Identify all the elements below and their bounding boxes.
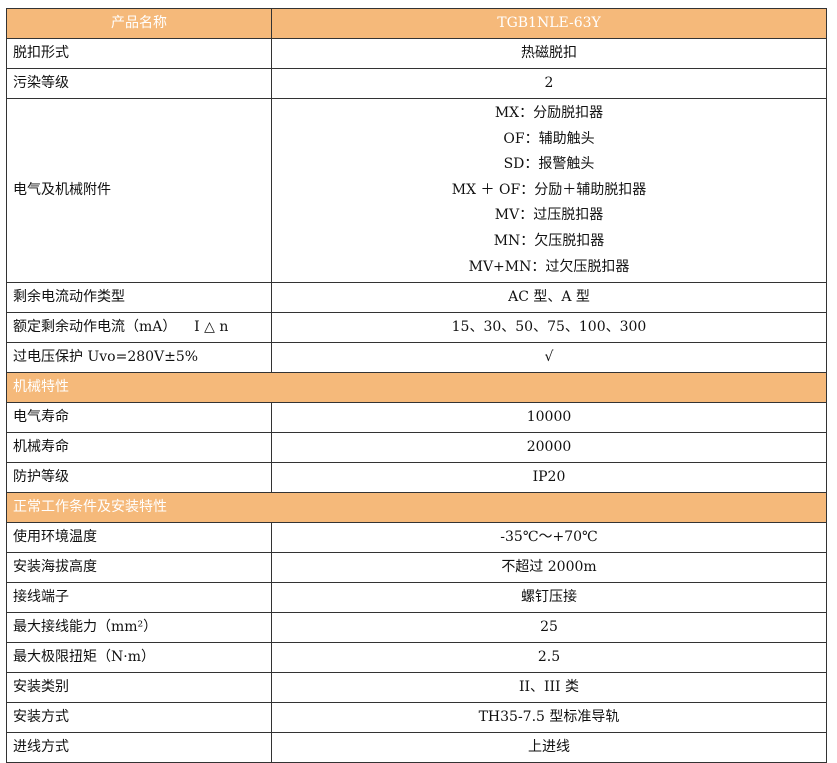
row-value: √	[271, 342, 827, 374]
row-value: AC 型、A 型	[271, 282, 827, 314]
row-value: -35℃～+70℃	[271, 522, 827, 554]
row-value: 15、30、50、75、100、300	[271, 312, 827, 344]
row-value: TH35-7.5 型标准导轨	[271, 702, 827, 734]
table-row: 机械寿命 20000	[6, 432, 827, 464]
row-label: 电气寿命	[6, 402, 272, 434]
table-row: 使用环境温度 -35℃～+70℃	[6, 522, 827, 554]
row-label: 剩余电流动作类型	[6, 282, 272, 314]
row-value-line: MN：欠压脱扣器	[493, 232, 605, 249]
row-value-line: OF：辅助触头	[503, 130, 595, 147]
spec-table: 产品名称 TGB1NLE-63Y 脱扣形式 热磁脱扣 污染等级 2 电气及机械附件 MX：…	[6, 8, 827, 763]
header-label: 产品名称	[6, 8, 272, 39]
row-label: 电气及机械附件	[6, 97, 272, 284]
row-value-line: MV+MN：过欠压脱扣器	[468, 258, 630, 275]
row-value: 20000	[271, 432, 827, 464]
table-row: 防护等级 IP20	[6, 462, 827, 494]
row-value: 热磁脱扣	[271, 38, 827, 69]
row-label: 脱扣形式	[6, 38, 272, 69]
row-label: 最大接线能力（mm²）	[6, 612, 272, 644]
row-value-line: MV：过压脱扣器	[494, 207, 604, 224]
row-label: 安装海拔高度	[6, 552, 272, 584]
table-row: 最大接线能力（mm²） 25	[6, 612, 827, 644]
table-row: 剩余电流动作类型 AC 型、A 型	[6, 282, 827, 314]
section-title: 机械特性	[6, 372, 827, 404]
row-value: 25	[271, 612, 827, 644]
row-value: 上进线	[271, 732, 827, 763]
row-label: 进线方式	[6, 732, 272, 763]
section-row: 正常工作条件及安装特性	[6, 492, 827, 524]
row-label: 额定剩余动作电流（mA） I △ n	[6, 312, 272, 344]
row-value: 螺钉压接	[271, 582, 827, 614]
table-row: 安装类别 II、III 类	[6, 672, 827, 704]
row-value: 2.5	[271, 642, 827, 674]
row-label: 安装方式	[6, 702, 272, 734]
table-row: 过电压保护 Uvo=280V±5% √	[6, 342, 827, 374]
table-row: 电气寿命 10000	[6, 402, 827, 434]
table-row: 最大极限扭矩（N·m） 2.5	[6, 642, 827, 674]
row-label: 使用环境温度	[6, 522, 272, 554]
row-value: II、III 类	[271, 672, 827, 704]
row-label: 接线端子	[6, 582, 272, 614]
row-label: 机械寿命	[6, 432, 272, 464]
section-row: 机械特性	[6, 372, 827, 404]
table-row: 安装方式 TH35-7.5 型标准导轨	[6, 702, 827, 734]
row-value: MX：分励脱扣器 OF：辅助触头 SD：报警触头 MX ＋ OF：分励＋辅助脱扣器 MV…	[271, 97, 827, 284]
table-row: 进线方式 上进线	[6, 732, 827, 763]
table-row: 电气及机械附件 MX：分励脱扣器 OF：辅助触头 SD：报警触头 MX ＋ OF：分励＋…	[6, 97, 827, 284]
row-label: 防护等级	[6, 462, 272, 494]
header-row: 产品名称 TGB1NLE-63Y	[6, 8, 827, 39]
header-value: TGB1NLE-63Y	[271, 8, 827, 39]
section-title: 正常工作条件及安装特性	[6, 492, 827, 524]
table-row: 额定剩余动作电流（mA） I △ n 15、30、50、75、100、300	[6, 312, 827, 344]
row-label: 污染等级	[6, 68, 272, 99]
row-value-line: SD：报警触头	[503, 156, 595, 173]
table-row: 污染等级 2	[6, 68, 827, 99]
row-value: 不超过 2000m	[271, 552, 827, 584]
row-value: IP20	[271, 462, 827, 494]
table-row: 接线端子 螺钉压接	[6, 582, 827, 614]
row-value-line: MX ＋ OF：分励＋辅助脱扣器	[451, 181, 647, 198]
row-value: 10000	[271, 402, 827, 434]
row-value-line: MX：分励脱扣器	[494, 105, 604, 121]
row-label: 安装类别	[6, 672, 272, 704]
row-label: 最大极限扭矩（N·m）	[6, 642, 272, 674]
row-label: 过电压保护 Uvo=280V±5%	[6, 342, 272, 374]
row-value: 2	[271, 68, 827, 99]
table-row: 安装海拔高度 不超过 2000m	[6, 552, 827, 584]
table-row: 脱扣形式 热磁脱扣	[6, 38, 827, 69]
